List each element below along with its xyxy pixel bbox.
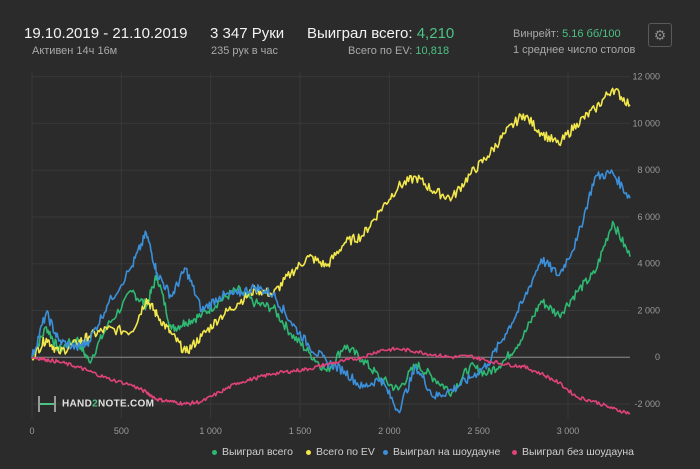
- y-tick-label: 4 000: [637, 259, 660, 269]
- legend-item-ev[interactable]: Всего по EV: [306, 446, 375, 458]
- y-tick-label: 0: [655, 352, 660, 362]
- summary-header: 19.10.2019 - 21.10.2019 Активен 14ч 16м …: [0, 0, 700, 64]
- date-range: 19.10.2019 - 21.10.2019: [24, 25, 188, 42]
- chart-legend: Выиграл всего Всего по EV Выиграл на шоу…: [0, 446, 700, 462]
- series-line-won-total: [31, 220, 631, 397]
- legend-dot-icon: [212, 449, 217, 455]
- y-tick-label: 8 000: [637, 165, 660, 175]
- legend-item-non-showdown[interactable]: Выиграл без шоудауна: [512, 446, 634, 458]
- y-tick-label: -2 000: [634, 399, 660, 409]
- hand2note-logo-icon: [38, 396, 56, 412]
- winrate-value: 5.16 бб/100: [562, 28, 621, 40]
- x-tick-label: 3 000: [557, 426, 580, 436]
- legend-item-won-total[interactable]: Выиграл всего: [212, 446, 293, 458]
- winrate: Винрейт: 5.16 бб/100: [513, 28, 621, 40]
- legend-dot-icon: [512, 449, 517, 455]
- hands-count: 3 347 Руки: [210, 25, 285, 42]
- y-tick-label: 6 000: [637, 212, 660, 222]
- x-tick-label: 0: [29, 426, 34, 436]
- series-line-non-showdown: [31, 346, 631, 415]
- won-total-label: Выиграл всего:: [307, 25, 413, 42]
- hands-per-hour: 235 рук в час: [211, 45, 279, 57]
- y-tick-label: 10 000: [632, 118, 660, 128]
- settings-button[interactable]: ⚙: [648, 23, 672, 47]
- x-tick-label: 1 500: [289, 426, 312, 436]
- hand2note-logo: HAND2NOTE.COM: [38, 396, 154, 412]
- x-tick-label: 1 000: [199, 426, 222, 436]
- won-total-value: 4,210: [416, 25, 455, 42]
- won-total: Выиграл всего: 4,210: [307, 25, 454, 42]
- x-tick-label: 2 500: [467, 426, 490, 436]
- avg-tables: 1 среднее число столов: [513, 44, 636, 56]
- y-tick-label: 2 000: [637, 305, 660, 315]
- legend-dot-icon: [383, 449, 388, 455]
- series-line-showdown: [31, 169, 631, 414]
- chart: 0 500 1 000 1 500 2 000 2 500 3 000 -2 000 0 2 00…: [29, 72, 660, 436]
- gear-icon: ⚙: [653, 26, 667, 43]
- ev-total-value: 10,818: [415, 45, 450, 57]
- x-tick-label: 2 000: [378, 426, 401, 436]
- active-time: Активен 14ч 16м: [32, 45, 118, 57]
- y-tick-label: 12 000: [632, 72, 660, 82]
- series-line-ev: [31, 87, 631, 361]
- legend-dot-icon: [306, 449, 311, 455]
- ev-total: Всего по EV: 10,818: [348, 45, 449, 57]
- legend-item-showdown[interactable]: Выиграл на шоудауне: [383, 446, 500, 458]
- winrate-label: Винрейт:: [513, 28, 560, 40]
- ev-total-label: Всего по EV:: [348, 45, 413, 57]
- x-tick-label: 500: [114, 426, 129, 436]
